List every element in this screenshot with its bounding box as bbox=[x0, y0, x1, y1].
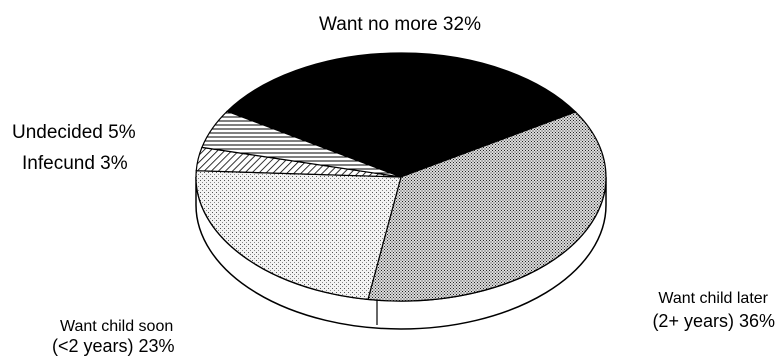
label-want-no-more: Want no more 32% bbox=[319, 14, 481, 35]
label-want-later-line2: (2+ years) 36% bbox=[652, 311, 775, 331]
pie-slice-want-child-soon-2-years bbox=[195, 170, 402, 301]
pie-slice-undecided bbox=[201, 110, 402, 178]
label-want-later-line1: Want child later bbox=[658, 290, 768, 307]
pie-slice-want-child-later-2-years bbox=[367, 111, 607, 302]
label-undecided: Undecided 5% bbox=[12, 122, 136, 143]
label-infecund: Infecund 3% bbox=[22, 153, 128, 174]
label-want-soon-line1: Want child soon bbox=[60, 318, 173, 335]
label-want-soon-line2: (<2 years) 23% bbox=[52, 336, 175, 356]
pie-slice-want-no-more bbox=[226, 52, 577, 178]
